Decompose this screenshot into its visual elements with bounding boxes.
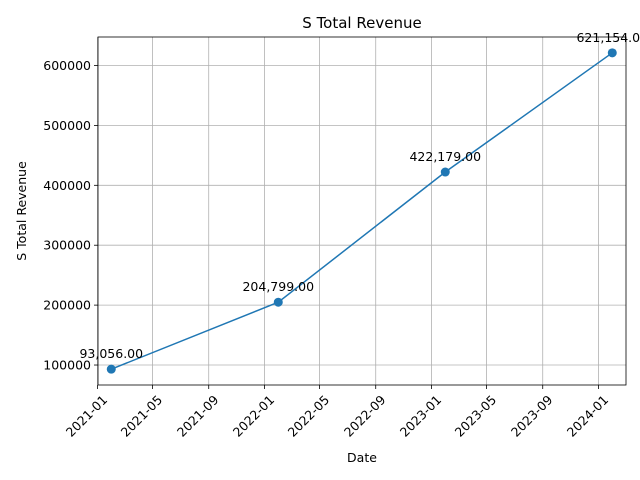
x-axis-label: Date bbox=[347, 450, 377, 465]
data-label: 93,056.00 bbox=[79, 346, 143, 361]
data-point bbox=[106, 364, 116, 374]
y-gridlines bbox=[98, 65, 626, 366]
y-tick-label: 500000 bbox=[43, 118, 91, 133]
data-point bbox=[273, 297, 283, 307]
y-axis-ticks: 100000 200000 300000 400000 500000 600000 bbox=[43, 58, 98, 373]
y-tick-label: 300000 bbox=[43, 238, 91, 253]
data-points bbox=[106, 48, 617, 374]
chart-title: S Total Revenue bbox=[302, 14, 421, 32]
data-label: 422,179.00 bbox=[409, 149, 481, 164]
y-axis-label: S Total Revenue bbox=[14, 161, 29, 261]
data-label: 204,799.00 bbox=[242, 279, 314, 294]
y-tick-label: 200000 bbox=[43, 298, 91, 313]
plot-frame bbox=[97, 36, 627, 386]
data-point bbox=[440, 167, 450, 177]
data-point bbox=[607, 48, 617, 58]
series-line bbox=[110, 52, 613, 370]
y-tick-label: 600000 bbox=[43, 58, 91, 73]
x-gridlines bbox=[97, 37, 599, 385]
y-tick-label: 100000 bbox=[43, 358, 91, 373]
y-tick-label: 400000 bbox=[43, 178, 91, 193]
